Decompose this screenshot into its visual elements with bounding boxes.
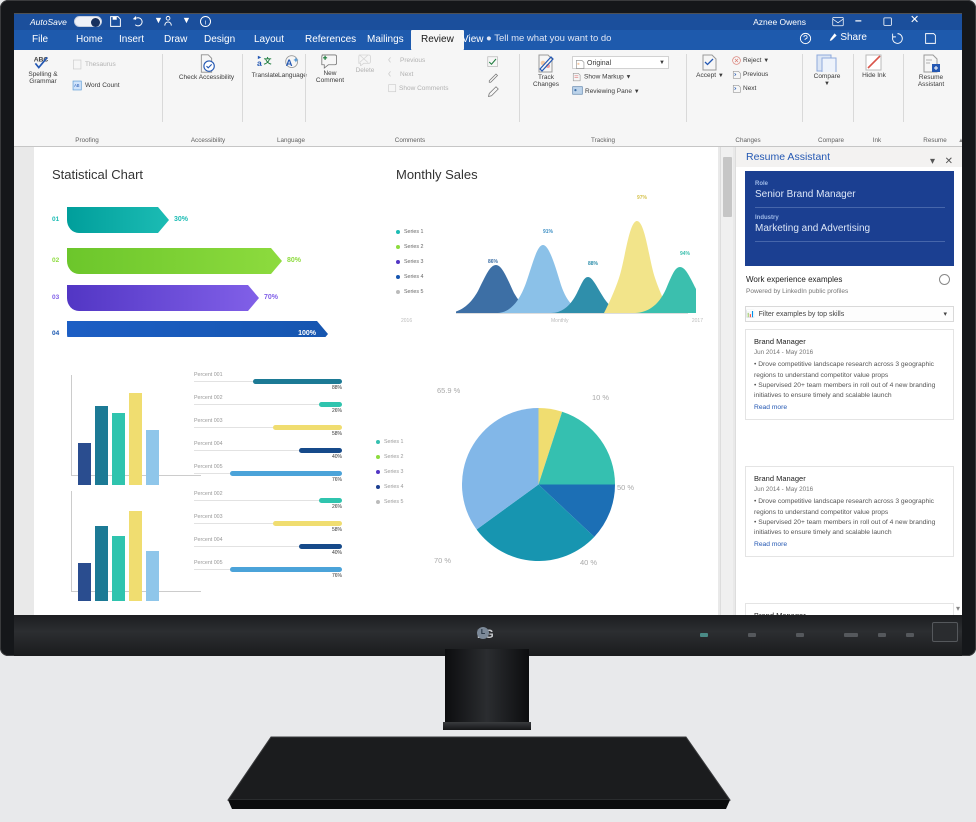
svg-text:文: 文 bbox=[263, 55, 271, 65]
svg-text:AB: AB bbox=[74, 83, 80, 88]
svg-text:a: a bbox=[257, 58, 262, 68]
svg-text:A: A bbox=[285, 58, 292, 68]
svg-text:i: i bbox=[205, 19, 206, 26]
